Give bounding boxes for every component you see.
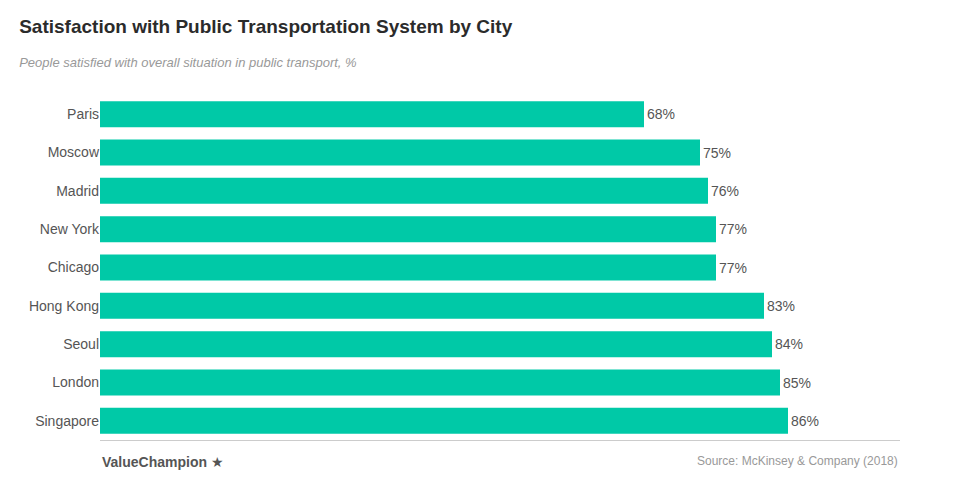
svg-text:Chicago: Chicago [48, 259, 100, 275]
svg-text:Moscow: Moscow [48, 144, 100, 160]
svg-text:Singapore: Singapore [35, 413, 99, 429]
svg-text:New York: New York [40, 221, 100, 237]
svg-text:Paris: Paris [67, 106, 99, 122]
svg-text:83%: 83% [767, 298, 795, 314]
svg-text:68%: 68% [647, 106, 675, 122]
svg-text:77%: 77% [719, 221, 747, 237]
svg-text:77%: 77% [719, 260, 747, 276]
svg-text:85%: 85% [783, 375, 811, 391]
svg-text:Seoul: Seoul [63, 336, 99, 352]
svg-text:84%: 84% [775, 336, 803, 352]
svg-text:ValueChampion ★: ValueChampion ★ [102, 454, 223, 470]
svg-text:Satisfaction with Public Trans: Satisfaction with Public Transportation … [19, 16, 512, 37]
svg-text:People satisfied with overall: People satisfied with overall situation … [19, 55, 356, 70]
svg-text:86%: 86% [791, 413, 819, 429]
svg-text:London: London [52, 374, 99, 390]
svg-text:Hong Kong: Hong Kong [29, 298, 99, 314]
svg-text:Madrid: Madrid [56, 183, 99, 199]
svg-text:76%: 76% [711, 183, 739, 199]
svg-text:75%: 75% [703, 145, 731, 161]
svg-text:Source: McKinsey & Company (20: Source: McKinsey & Company (2018) [697, 454, 898, 468]
